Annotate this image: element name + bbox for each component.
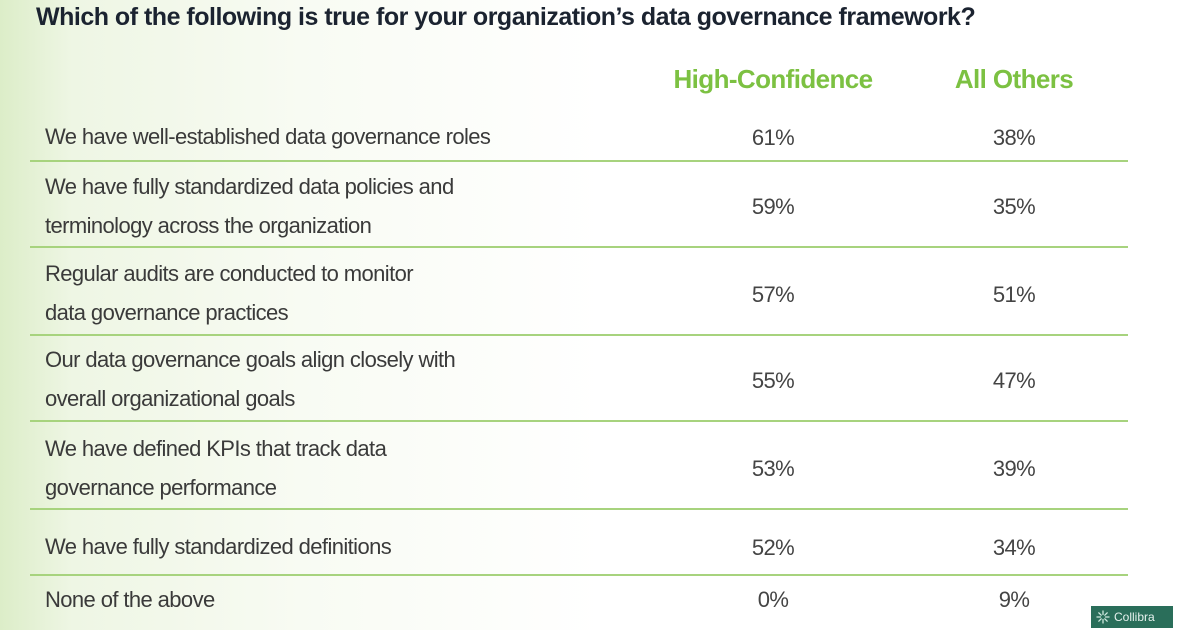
table-row: We have defined KPIs that track data gov… — [30, 422, 1128, 510]
row-label-line: None of the above — [45, 587, 215, 612]
all-others-value: 35% — [992, 194, 1036, 219]
column-header-high-confidence: High-Confidence — [673, 64, 874, 94]
table-row: We have fully standardized definitions 5… — [30, 510, 1128, 576]
row-label-line: Our data governance goals align closely … — [45, 347, 456, 372]
row-label: None of the above — [45, 580, 215, 619]
row-label: We have fully standardized data policies… — [45, 167, 454, 245]
row-label: Our data governance goals align closely … — [45, 340, 456, 418]
row-label: We have defined KPIs that track data gov… — [45, 429, 387, 507]
row-label-line: We have fully standardized definitions — [45, 534, 392, 559]
page-title: Which of the following is true for your … — [36, 3, 976, 31]
table-row: We have well-established data governance… — [30, 114, 1128, 162]
high-confidence-value: 57% — [751, 282, 795, 307]
row-label-line: We have defined KPIs that track data — [45, 436, 387, 461]
table-row: We have fully standardized data policies… — [30, 162, 1128, 248]
high-confidence-value: 59% — [751, 194, 795, 219]
logo-text: Collibra — [1114, 610, 1155, 624]
row-label: We have well-established data governance… — [45, 117, 491, 156]
table-row: None of the above 0% 9% — [30, 576, 1128, 630]
column-header-all-others: All Others — [954, 64, 1074, 94]
all-others-value: 51% — [992, 282, 1036, 307]
row-label: Regular audits are conducted to monitor … — [45, 254, 414, 332]
all-others-value: 34% — [992, 535, 1036, 560]
table-row: Regular audits are conducted to monitor … — [30, 248, 1128, 336]
row-label-line: Regular audits are conducted to monitor — [45, 261, 414, 286]
row-label-line: terminology across the organization — [45, 213, 372, 238]
row-label-line: data governance practices — [45, 300, 289, 325]
high-confidence-value: 61% — [751, 125, 795, 150]
high-confidence-value: 0% — [757, 587, 789, 612]
row-label-line: We have well-established data governance… — [45, 124, 491, 149]
all-others-value: 39% — [992, 456, 1036, 481]
all-others-value: 9% — [998, 587, 1030, 612]
high-confidence-value: 52% — [751, 535, 795, 560]
collibra-flower-icon — [1096, 610, 1110, 624]
collibra-logo: Collibra — [1091, 606, 1173, 628]
all-others-value: 47% — [992, 368, 1036, 393]
high-confidence-value: 55% — [751, 368, 795, 393]
high-confidence-value: 53% — [751, 456, 795, 481]
row-label-line: governance performance — [45, 475, 277, 500]
row-label-line: overall organizational goals — [45, 386, 295, 411]
all-others-value: 38% — [992, 125, 1036, 150]
table-row: Our data governance goals align closely … — [30, 336, 1128, 422]
row-label-line: We have fully standardized data policies… — [45, 174, 454, 199]
row-label: We have fully standardized definitions — [45, 527, 392, 566]
